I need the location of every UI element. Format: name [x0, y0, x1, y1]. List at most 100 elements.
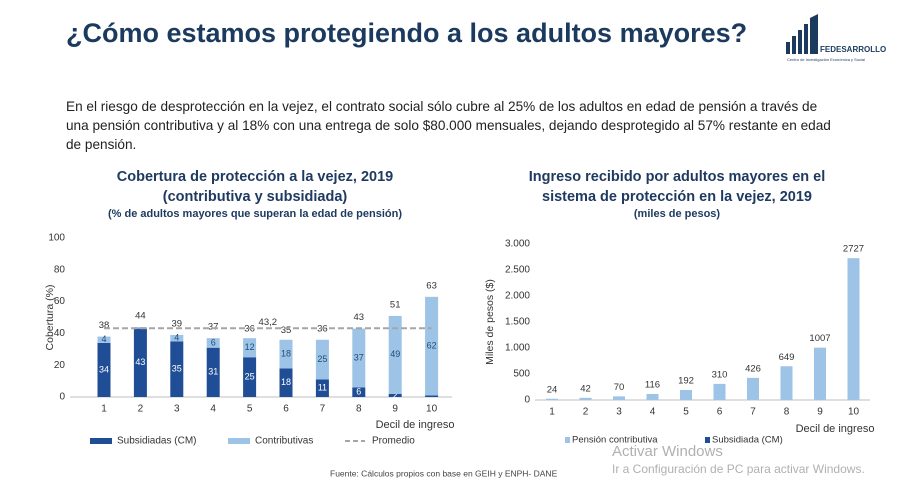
total-label: 39	[172, 319, 183, 330]
legend-label: Subsidiadas (CM)	[117, 436, 196, 447]
y-tick-label: 3.000	[505, 239, 530, 250]
bar-segment	[279, 339, 293, 369]
bar	[579, 397, 592, 400]
y-tick-label: 1.500	[505, 317, 530, 328]
x-axis-label: Decil de ingreso	[796, 423, 875, 435]
y-tick-label: 80	[54, 264, 66, 275]
bar-value-label: 62	[427, 340, 437, 350]
legend-swatch	[565, 437, 570, 443]
watermark-title: Activar Windows	[612, 443, 723, 460]
bar	[646, 393, 659, 400]
x-tick-label: 10	[848, 407, 860, 418]
bar-value-label: 2727	[843, 244, 864, 255]
x-tick-label: 9	[817, 407, 823, 418]
bar	[613, 396, 625, 400]
bar	[680, 390, 692, 400]
x-tick-label: 10	[426, 404, 438, 415]
bar	[814, 347, 826, 400]
y-tick-label: 2.500	[505, 265, 530, 276]
x-tick-label: 6	[717, 407, 723, 418]
total-label: 51	[390, 299, 401, 310]
chart-title: Cobertura de protección a la vejez, 2019	[117, 169, 393, 185]
bar-segment	[425, 296, 439, 396]
bar-segment	[97, 342, 111, 397]
chart-title: sistema de protección en la vejez, 2019	[542, 189, 812, 205]
logo-name: FEDESARROLLO	[820, 45, 886, 54]
total-label: 44	[135, 311, 146, 322]
chart-subtitle: (% de adultos mayores que superan la eda…	[108, 208, 402, 220]
bar-segment	[206, 347, 220, 397]
legend-swatch	[705, 437, 710, 443]
bar-segment	[388, 315, 402, 394]
bar-segment	[206, 338, 220, 348]
y-tick-label: 2.000	[505, 291, 530, 302]
chart-title: (contributiva y subsidiada)	[163, 189, 348, 205]
bar-value-label: 2	[393, 390, 398, 400]
bar-segment	[315, 379, 329, 397]
bar-value-label: 35	[172, 364, 182, 374]
y-tick-label: 40	[54, 328, 66, 339]
x-tick-label: 7	[320, 404, 326, 415]
x-tick-label: 4	[210, 404, 216, 415]
x-tick-label: 4	[650, 407, 656, 418]
bar	[546, 398, 558, 400]
logo: FEDESARROLLO Centro de Investigación Eco…	[786, 14, 886, 62]
average-label: 43,2	[259, 317, 278, 328]
chart-subtitle: (miles de pesos)	[634, 208, 721, 220]
legend-label: Pensión contributiva	[572, 435, 658, 446]
x-tick-label: 1	[101, 404, 107, 415]
x-tick-label: 5	[247, 404, 253, 415]
x-tick-label: 5	[683, 407, 689, 418]
bar-segment	[170, 334, 184, 342]
bar-value-label: 31	[208, 367, 218, 377]
paragraph: En el riesgo de desprotección en la veje…	[66, 99, 831, 152]
bar-value-label: 43	[135, 357, 145, 367]
total-label: 38	[99, 320, 110, 331]
x-tick-label: 6	[283, 404, 289, 415]
bar-segment	[133, 328, 147, 397]
y-axis-label: Cobertura (%)	[44, 285, 56, 351]
bar-segment	[352, 328, 366, 388]
bar-segment	[279, 368, 293, 397]
legend-label: Subsidiada (CM)	[712, 435, 783, 446]
total-label: 43	[354, 312, 365, 323]
bar-value-label: 6	[356, 387, 361, 397]
total-label: 35	[281, 325, 292, 336]
x-tick-label: 1	[549, 407, 555, 418]
bar-value-label: 116	[645, 379, 660, 390]
legend-swatch	[90, 438, 112, 444]
x-tick-label: 2	[138, 404, 144, 415]
chart-title: Ingreso recibido por adultos mayores en …	[529, 169, 826, 185]
x-tick-label: 9	[392, 404, 398, 415]
x-axis-label: Decil de ingreso	[376, 419, 455, 431]
bar-value-label: 18	[281, 348, 291, 358]
bar-segment	[315, 339, 329, 380]
bar-segment	[243, 357, 257, 397]
bar-segment	[97, 336, 111, 343]
y-tick-label: 500	[513, 369, 530, 380]
bar-value-label: 49	[390, 349, 400, 359]
total-label: 37	[208, 322, 219, 333]
bar-value-label: 12	[245, 342, 255, 352]
y-tick-label: 100	[48, 233, 65, 244]
bar-value-label: 34	[99, 364, 109, 374]
x-tick-label: 3	[174, 404, 180, 415]
bar-value-label: 649	[779, 352, 795, 363]
bar-value-label: 24	[547, 384, 558, 395]
total-label: 63	[426, 280, 437, 291]
y-tick-label: 60	[54, 296, 66, 307]
legend-label: Promedio	[372, 436, 415, 447]
legend-label: Contributivas	[255, 436, 313, 447]
bar-segment	[243, 338, 257, 358]
bar-value-label: 18	[281, 377, 291, 387]
bar-value-label: 25	[317, 354, 327, 364]
y-axis-label: Miles de pesos ($)	[484, 279, 496, 365]
bar	[747, 377, 759, 400]
page-title: ¿Cómo estamos protegiendo a los adultos …	[66, 18, 748, 48]
bar-segment	[388, 393, 402, 397]
bar-segment	[425, 395, 439, 397]
bar-value-label: 25	[245, 372, 255, 382]
y-tick-label: 0	[59, 392, 65, 403]
